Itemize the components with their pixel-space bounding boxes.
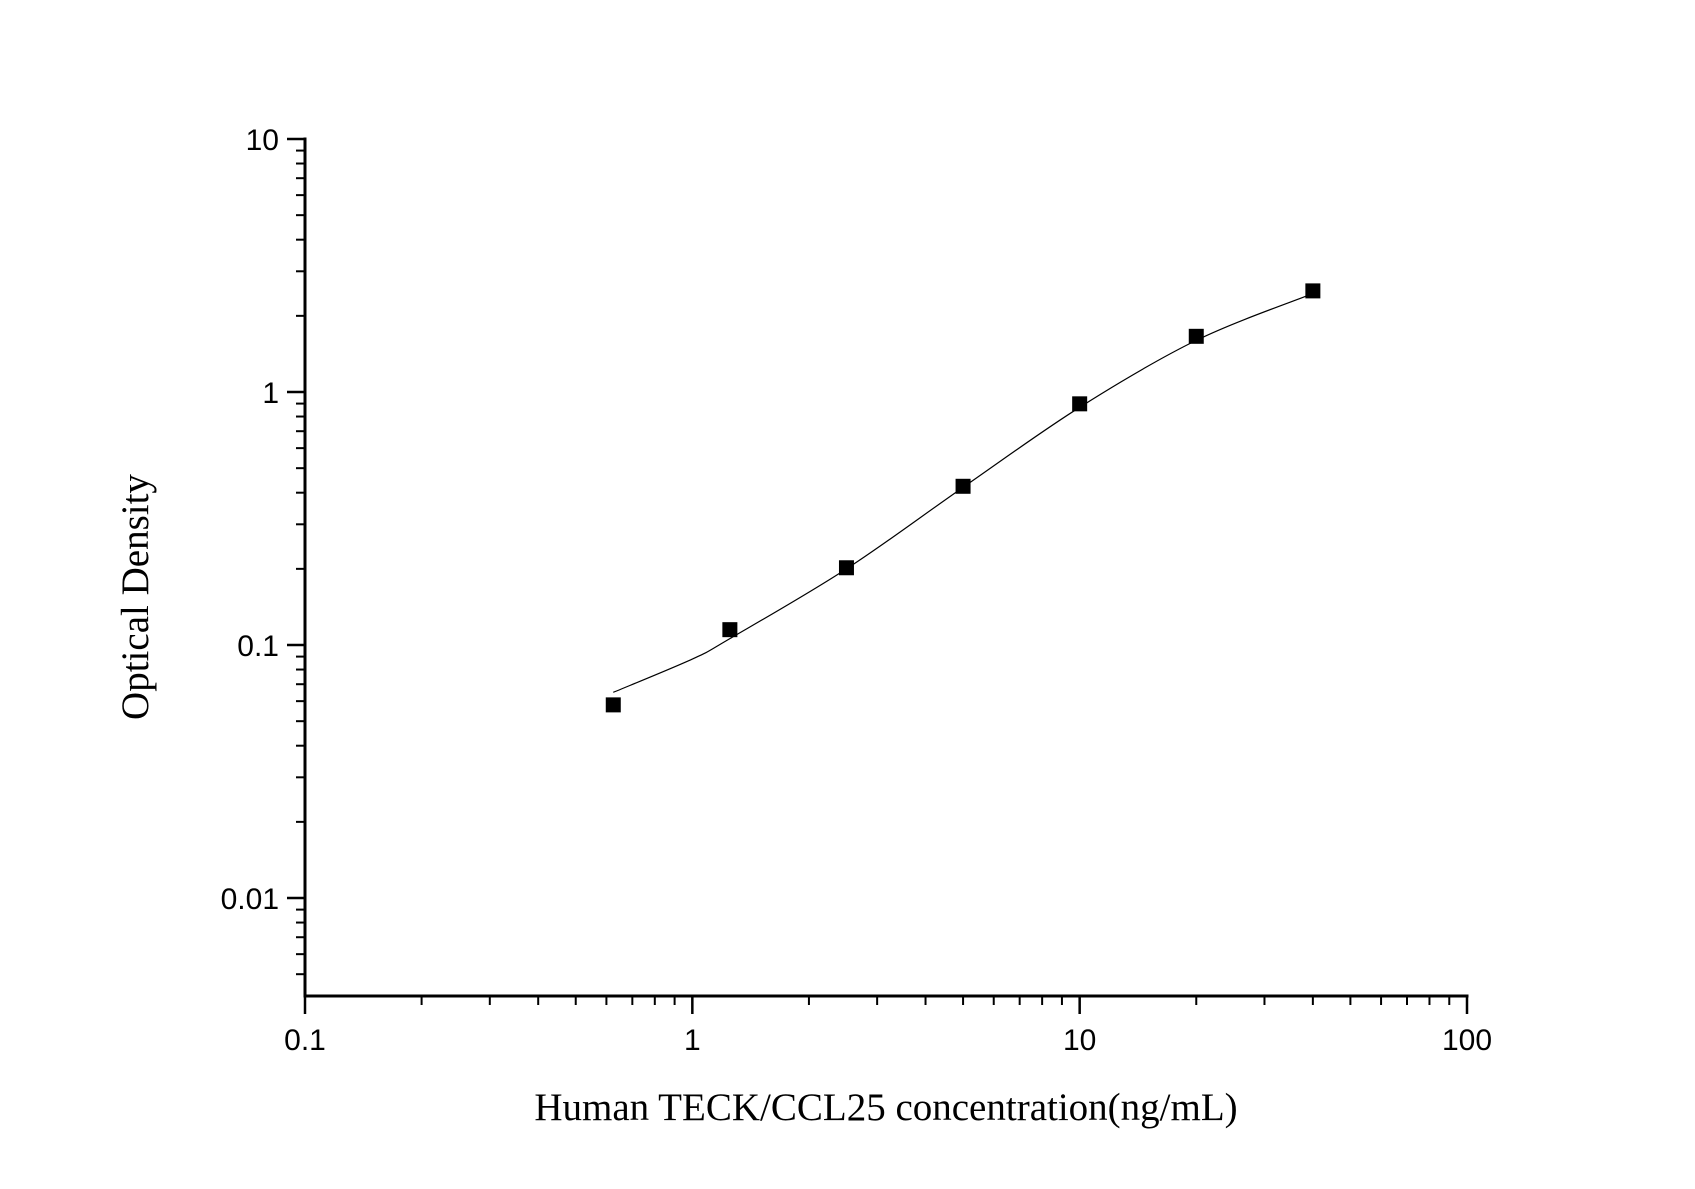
x-tick-label: 100 xyxy=(1442,1024,1492,1057)
x-tick-label: 0.1 xyxy=(284,1024,326,1057)
y-tick-label: 10 xyxy=(246,124,279,157)
x-tick-label: 1 xyxy=(684,1024,701,1057)
data-point xyxy=(605,697,621,713)
data-point xyxy=(722,622,738,638)
axes xyxy=(287,137,1469,1014)
tick-labels: 0.1 1 10 100 10 1 0.1 0.01 xyxy=(221,124,1492,1057)
x-tick-label: 10 xyxy=(1063,1024,1096,1057)
data-point xyxy=(1072,396,1088,412)
y-axis-title: Optical Density xyxy=(114,474,157,720)
y-tick-label: 1 xyxy=(262,377,279,410)
x-axis-title: Human TECK/CCL25 concentration(ng/mL) xyxy=(534,1086,1237,1129)
y-tick-label: 0.01 xyxy=(221,883,279,916)
data-points xyxy=(605,283,1321,713)
data-point xyxy=(1305,283,1321,299)
data-point xyxy=(955,478,971,494)
data-point xyxy=(838,560,854,576)
y-tick-label: 0.1 xyxy=(237,630,279,663)
data-point xyxy=(1188,328,1204,344)
